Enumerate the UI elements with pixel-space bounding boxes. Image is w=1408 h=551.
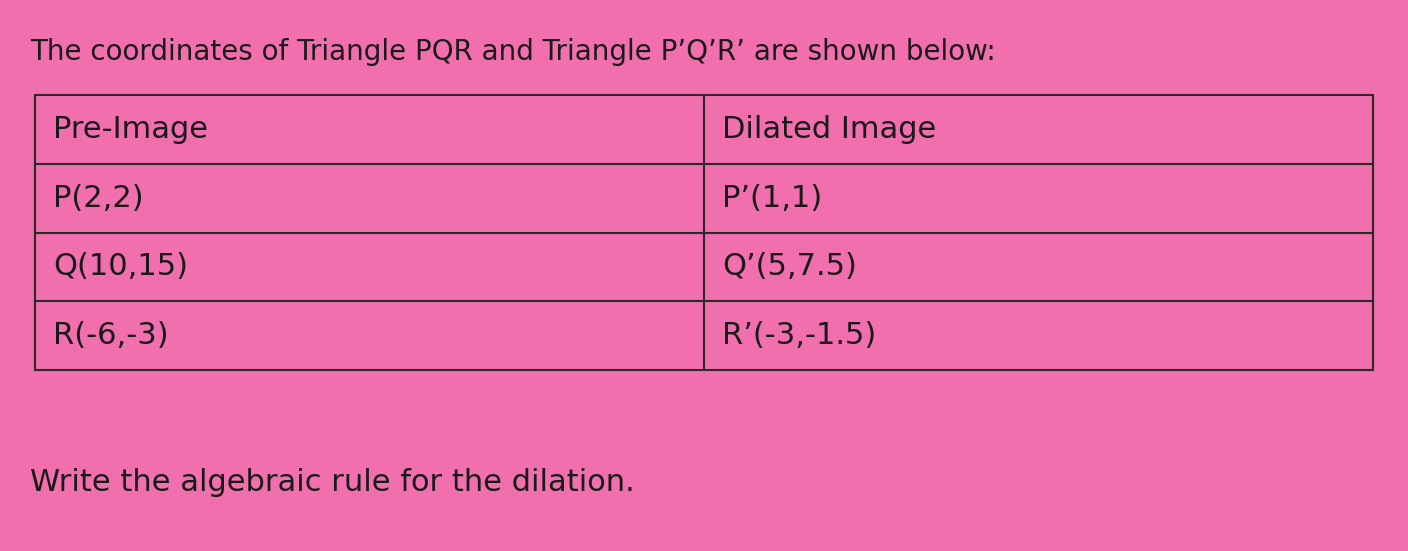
Text: P’(1,1): P’(1,1) <box>722 183 822 213</box>
Text: R’(-3,-1.5): R’(-3,-1.5) <box>722 321 876 350</box>
Bar <box>35 95 1373 370</box>
Text: Write the algebraic rule for the dilation.: Write the algebraic rule for the dilatio… <box>30 468 635 497</box>
Text: Pre-Image: Pre-Image <box>54 115 208 144</box>
Text: Dilated Image: Dilated Image <box>722 115 936 144</box>
Text: R(-6,-3): R(-6,-3) <box>54 321 169 350</box>
Text: The coordinates of Triangle PQR and Triangle P’Q’R’ are shown below:: The coordinates of Triangle PQR and Tria… <box>30 38 995 66</box>
Text: Q(10,15): Q(10,15) <box>54 252 189 282</box>
Text: Q’(5,7.5): Q’(5,7.5) <box>722 252 857 282</box>
Text: P(2,2): P(2,2) <box>54 183 144 213</box>
